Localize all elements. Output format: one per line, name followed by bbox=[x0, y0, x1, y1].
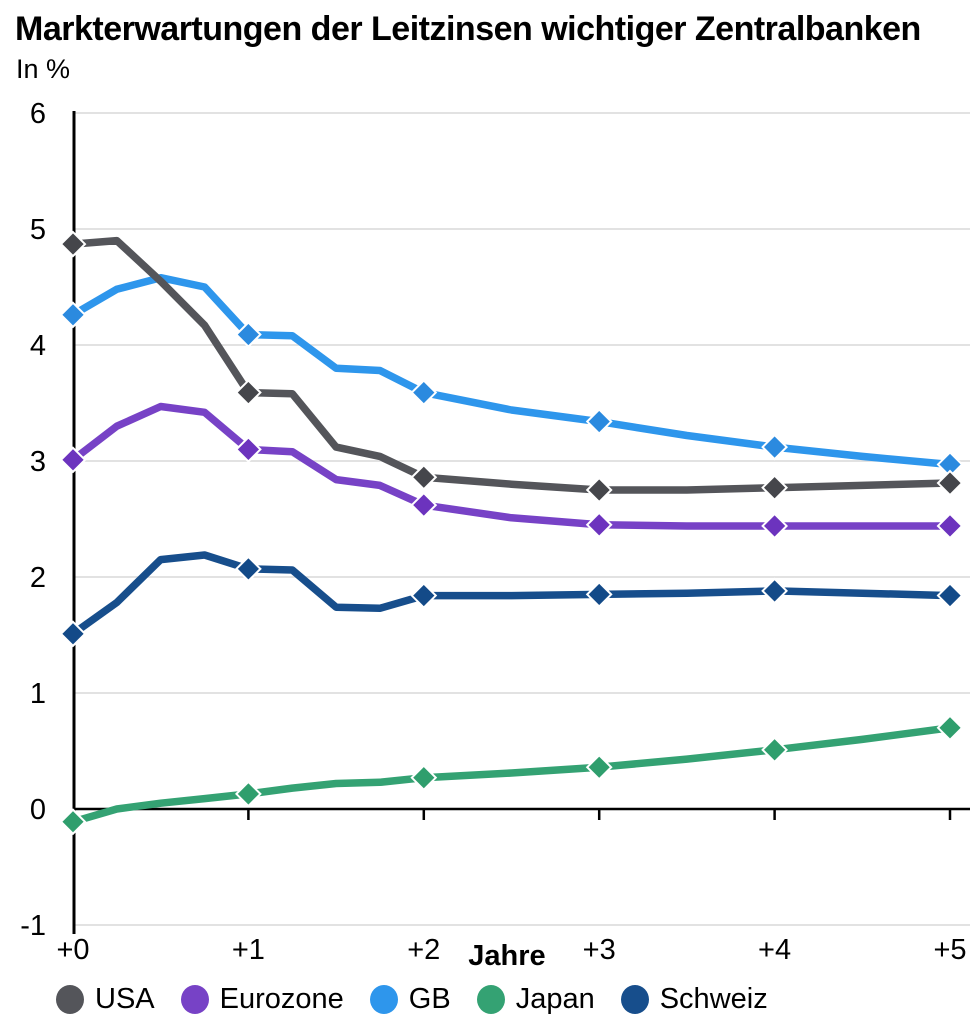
x-tick-label: +3 bbox=[583, 934, 616, 966]
series-marker-eurozone bbox=[761, 512, 789, 540]
series-line-gb bbox=[69, 273, 954, 469]
y-tick-label: 3 bbox=[30, 446, 46, 478]
series-eurozone bbox=[59, 402, 964, 540]
series-marker-usa bbox=[410, 463, 438, 491]
series-marker-gb bbox=[761, 433, 789, 461]
chart-subtitle: In % bbox=[16, 54, 71, 84]
series-marker-usa bbox=[761, 474, 789, 502]
y-tick-label: -1 bbox=[20, 910, 46, 942]
series-marker-gb bbox=[585, 408, 613, 435]
legend-label: GB bbox=[408, 983, 451, 1015]
chart-title: Markterwartungen der Leitzinsen wichtige… bbox=[15, 10, 921, 48]
series-marker-japan bbox=[585, 753, 613, 781]
series-usa bbox=[59, 230, 964, 504]
series-marker-japan bbox=[761, 736, 789, 764]
legend-swatch-icon bbox=[369, 984, 398, 1014]
series-marker-schweiz bbox=[585, 580, 613, 608]
series-marker-gb bbox=[59, 301, 87, 329]
series-marker-eurozone bbox=[59, 446, 87, 474]
legend-label: Eurozone bbox=[219, 983, 344, 1015]
x-tick-label: +4 bbox=[758, 934, 791, 966]
legend-swatch-icon bbox=[56, 984, 84, 1014]
series-marker-usa bbox=[936, 469, 964, 497]
y-tick-label: 0 bbox=[30, 794, 46, 826]
series-marker-usa bbox=[59, 230, 87, 258]
legend-swatch-icon bbox=[620, 984, 649, 1014]
legend-label: Japan bbox=[515, 983, 595, 1015]
series-marker-schweiz bbox=[59, 620, 87, 648]
x-axis-title: Jahre bbox=[468, 940, 546, 972]
series-marker-usa bbox=[234, 379, 262, 406]
legend-label: Schweiz bbox=[659, 983, 768, 1015]
series-line-schweiz bbox=[69, 551, 954, 638]
y-tick-label: 6 bbox=[30, 98, 46, 130]
series-japan bbox=[59, 714, 964, 836]
y-tick-label: 2 bbox=[30, 562, 46, 594]
series-marker-japan bbox=[59, 808, 87, 836]
series-marker-japan bbox=[936, 714, 964, 742]
legend-item-gb: GB bbox=[369, 983, 451, 1015]
x-tick-label: +2 bbox=[407, 934, 440, 966]
series-marker-usa bbox=[585, 476, 613, 504]
series-marker-eurozone bbox=[585, 511, 613, 539]
series-marker-japan bbox=[234, 780, 262, 808]
legend: USA Eurozone GB Japan Schweiz bbox=[56, 983, 768, 1015]
series-marker-schweiz bbox=[234, 555, 262, 583]
series-schweiz bbox=[59, 551, 964, 648]
series-line-japan bbox=[69, 724, 954, 826]
legend-swatch-icon bbox=[476, 984, 505, 1014]
series-marker-gb bbox=[410, 379, 438, 406]
series-line-eurozone bbox=[69, 402, 954, 530]
legend-swatch-icon bbox=[180, 984, 209, 1014]
series-marker-japan bbox=[410, 764, 438, 792]
series-marker-schweiz bbox=[410, 582, 438, 609]
series-gb bbox=[59, 273, 964, 478]
x-tick-label: +1 bbox=[232, 934, 265, 966]
series-marker-eurozone bbox=[936, 512, 964, 540]
legend-item-usa: USA bbox=[56, 983, 155, 1015]
legend-item-eurozone: Eurozone bbox=[180, 983, 344, 1015]
x-tick-label: +5 bbox=[933, 934, 966, 966]
series-marker-schweiz bbox=[761, 577, 789, 605]
y-tick-label: 5 bbox=[30, 214, 46, 246]
y-tick-label: 4 bbox=[30, 330, 46, 362]
legend-item-japan: Japan bbox=[476, 983, 595, 1015]
series-marker-eurozone bbox=[410, 491, 438, 519]
series-marker-eurozone bbox=[234, 435, 262, 463]
x-tick-label: +0 bbox=[56, 934, 89, 966]
legend-label: USA bbox=[95, 983, 155, 1015]
series-marker-gb bbox=[234, 321, 262, 348]
legend-item-schweiz: Schweiz bbox=[620, 983, 768, 1015]
series-line-usa bbox=[69, 236, 954, 494]
y-tick-label: 1 bbox=[30, 678, 46, 710]
series-marker-schweiz bbox=[936, 582, 964, 609]
